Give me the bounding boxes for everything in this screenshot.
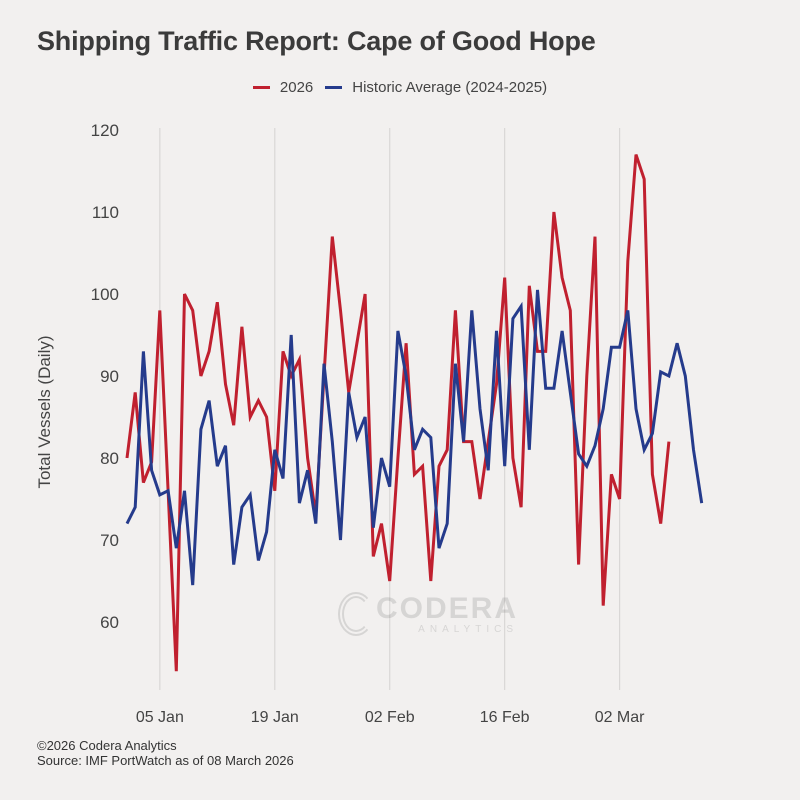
legend-label-historic: Historic Average (2024-2025) xyxy=(352,79,548,96)
y-tick-label: 70 xyxy=(100,531,119,550)
series-line-historic-average xyxy=(125,289,704,586)
chart-title: Shipping Traffic Report: Cape of Good Ho… xyxy=(37,26,596,56)
y-tick-label: 80 xyxy=(100,449,119,468)
legend: 2026 Historic Average (2024-2025) xyxy=(0,79,800,96)
codera-logo-icon xyxy=(338,592,374,636)
footer: ©2026 Codera Analytics Source: IMF PortW… xyxy=(37,738,294,768)
x-tick-label: 16 Feb xyxy=(480,709,530,726)
y-tick-label: 120 xyxy=(91,121,119,140)
legend-item-2026: 2026 xyxy=(252,79,314,96)
y-tick-label: 90 xyxy=(100,367,119,386)
x-tick-label: 05 Jan xyxy=(136,709,184,726)
legend-item-historic: Historic Average (2024-2025) xyxy=(325,79,547,96)
copyright-text: ©2026 Codera Analytics xyxy=(37,738,177,753)
legend-swatch-2026 xyxy=(252,86,270,89)
y-tick-label: 100 xyxy=(91,285,119,304)
legend-label-2026: 2026 xyxy=(279,79,314,96)
x-tick-label: 19 Jan xyxy=(251,709,299,726)
codera-watermark: CODERA ANALYTICS xyxy=(338,592,518,636)
x-tick-label: 02 Feb xyxy=(365,709,415,726)
series-line-2026 xyxy=(125,154,671,672)
y-tick-label: 110 xyxy=(92,203,119,222)
watermark-main: CODERA xyxy=(376,591,519,625)
y-tick-label: 60 xyxy=(100,613,119,632)
source-text: Source: IMF PortWatch as of 08 March 202… xyxy=(37,753,294,768)
legend-swatch-historic xyxy=(325,86,343,89)
watermark-sub: ANALYTICS xyxy=(418,623,519,635)
x-tick-label: 02 Mar xyxy=(595,709,645,726)
